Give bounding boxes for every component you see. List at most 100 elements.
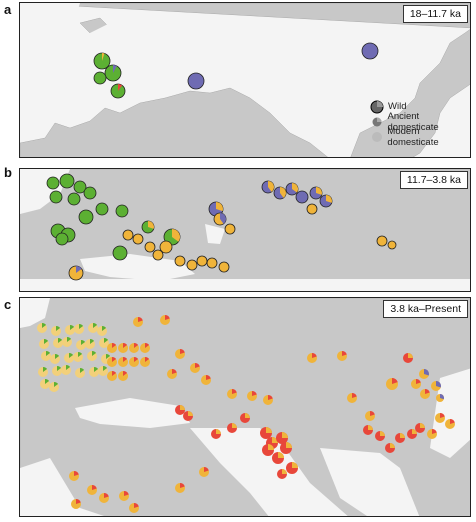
pie-marker: [99, 493, 109, 503]
pie-markers: [93, 42, 379, 99]
pie-marker: [52, 366, 62, 376]
pie-marker: [187, 72, 205, 90]
pie-marker: [260, 427, 272, 439]
legend-ancient: Ancient domesticate: [370, 111, 470, 133]
pie-marker: [85, 339, 95, 349]
pie-marker: [50, 354, 60, 364]
pie-marker: [110, 83, 126, 99]
pie-marker: [420, 389, 430, 399]
landmass: [20, 298, 470, 516]
pie-marker: [435, 413, 445, 423]
pie-marker: [211, 429, 221, 439]
pie-marker: [93, 71, 107, 85]
pie-marker: [337, 351, 347, 361]
legend-wild-icon: [370, 100, 384, 113]
pie-marker: [375, 431, 385, 441]
pie-marker: [61, 365, 71, 375]
pie-marker: [55, 232, 69, 246]
pie-marker: [97, 326, 107, 336]
pie-marker: [263, 395, 273, 405]
pie-marker: [132, 233, 144, 245]
pie-marker: [71, 499, 81, 509]
pie-marker: [183, 411, 193, 421]
pie-marker: [247, 391, 257, 401]
pie-marker: [152, 249, 164, 261]
pie-marker: [59, 173, 75, 189]
pie-marker: [227, 389, 237, 399]
pie-marker: [107, 357, 117, 367]
pie-marker: [272, 452, 284, 464]
pie-markers: [46, 173, 397, 281]
pie-marker: [306, 203, 318, 215]
pie-marker: [78, 209, 94, 225]
pie-marker: [98, 366, 108, 376]
legend-ancient-icon: [372, 117, 382, 126]
pie-marker: [37, 323, 47, 333]
pie-marker: [277, 469, 287, 479]
pie-marker: [319, 194, 333, 208]
pie-marker: [87, 485, 97, 495]
pie-marker: [395, 433, 405, 443]
pie-marker: [190, 363, 200, 373]
pie-marker: [122, 229, 134, 241]
pie-marker: [49, 382, 59, 392]
pie-marker: [307, 353, 317, 363]
pie-marker: [427, 429, 437, 439]
pie-marker: [40, 379, 50, 389]
pie-marker: [273, 186, 287, 200]
pie-marker: [280, 442, 292, 454]
pie-marker: [387, 240, 397, 250]
pie-marker: [227, 423, 237, 433]
pie-marker: [118, 371, 128, 381]
pie-marker: [140, 357, 150, 367]
pie-marker: [62, 337, 72, 347]
pie-marker: [403, 353, 413, 363]
pie-marker: [49, 190, 63, 204]
pie-marker: [118, 343, 128, 353]
pie-marker: [445, 419, 455, 429]
period-label-c: 3.8 ka–Present: [383, 300, 468, 318]
map-c-svg: [20, 298, 470, 516]
pie-marker: [115, 204, 129, 218]
pie-marker: [144, 241, 156, 253]
pie-marker: [76, 340, 86, 350]
pie-marker: [167, 369, 177, 379]
map-b-svg: [20, 169, 470, 291]
pie-marker: [41, 351, 51, 361]
pie-marker: [129, 357, 139, 367]
pie-marker: [118, 357, 128, 367]
pie-marker: [141, 220, 155, 234]
pie-marker: [68, 265, 84, 281]
pie-marker: [206, 257, 218, 269]
pie-marker: [240, 413, 250, 423]
pie-marker: [175, 349, 185, 359]
landmass: [20, 169, 470, 291]
pie-marker: [133, 317, 143, 327]
pie-marker: [361, 42, 379, 60]
pie-marker: [218, 261, 230, 273]
legend-wild: Wild: [370, 99, 470, 114]
pie-marker: [415, 423, 425, 433]
pie-marker: [262, 444, 274, 456]
pie-marker: [385, 443, 395, 453]
pie-marker: [46, 176, 60, 190]
pie-marker: [112, 245, 128, 261]
pie-markers: [37, 315, 455, 513]
panel-b-label: b: [4, 165, 12, 180]
pie-marker: [69, 471, 79, 481]
pie-marker: [87, 351, 97, 361]
pie-marker: [431, 381, 441, 391]
panel-c-label: c: [4, 297, 12, 312]
pie-marker: [386, 378, 398, 390]
panel-a-label: a: [4, 2, 12, 17]
pie-marker: [159, 240, 173, 254]
map-panel-a: 18–11.7 ka Wild Ancient domesticate Mode…: [19, 2, 471, 158]
pie-marker: [376, 235, 388, 247]
pie-marker: [129, 503, 139, 513]
period-label-b: 11.7–3.8 ka: [399, 171, 468, 189]
pie-marker: [67, 192, 81, 206]
pie-marker: [201, 375, 211, 385]
pie-marker: [73, 352, 83, 362]
map-panel-c: 3.8 ka–Present: [19, 297, 471, 517]
pie-marker: [83, 186, 97, 200]
